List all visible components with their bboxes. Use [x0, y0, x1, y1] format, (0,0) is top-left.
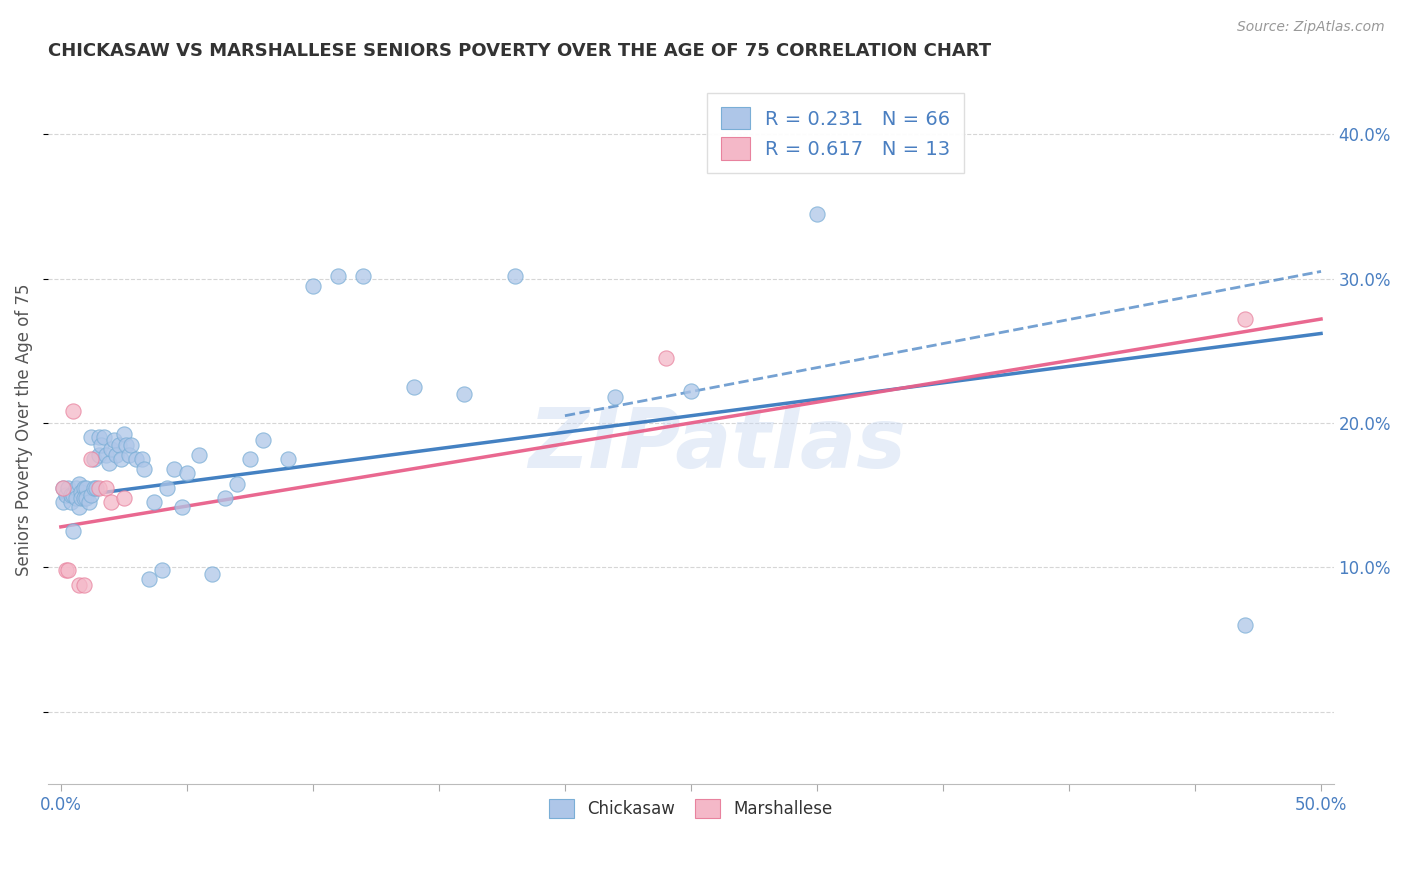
Point	[156, 481, 179, 495]
Point	[55, 488, 77, 502]
Point	[176, 467, 198, 481]
Point	[108, 437, 131, 451]
Point	[96, 448, 118, 462]
Legend: Chickasaw, Marshallese: Chickasaw, Marshallese	[543, 792, 839, 825]
Point	[163, 462, 186, 476]
Point	[170, 500, 193, 514]
Point	[55, 563, 77, 577]
Point	[96, 481, 118, 495]
Point	[65, 491, 87, 505]
Point	[679, 384, 702, 399]
Point	[67, 577, 90, 591]
Point	[110, 452, 132, 467]
Point	[70, 491, 93, 505]
Point	[87, 448, 110, 462]
Point	[115, 437, 138, 451]
Point	[112, 491, 135, 505]
Point	[503, 268, 526, 283]
Point	[138, 572, 160, 586]
Point	[72, 481, 94, 495]
Point	[80, 430, 103, 444]
Point	[77, 495, 100, 509]
Point	[62, 524, 84, 538]
Point	[70, 485, 93, 500]
Point	[252, 434, 274, 448]
Point	[125, 452, 148, 467]
Point	[453, 387, 475, 401]
Point	[605, 390, 627, 404]
Point	[806, 207, 828, 221]
Point	[80, 488, 103, 502]
Point	[120, 437, 142, 451]
Point	[131, 452, 153, 467]
Point	[58, 481, 80, 495]
Point	[132, 462, 155, 476]
Point	[105, 448, 128, 462]
Point	[62, 488, 84, 502]
Point	[59, 495, 82, 509]
Point	[100, 495, 122, 509]
Point	[143, 495, 166, 509]
Point	[67, 500, 90, 514]
Point	[59, 488, 82, 502]
Point	[326, 268, 349, 283]
Point	[214, 491, 236, 505]
Point	[97, 456, 120, 470]
Point	[1234, 618, 1257, 632]
Point	[402, 380, 425, 394]
Point	[80, 452, 103, 467]
Point	[103, 434, 125, 448]
Point	[226, 476, 249, 491]
Text: CHICKASAW VS MARSHALLESE SENIORS POVERTY OVER THE AGE OF 75 CORRELATION CHART: CHICKASAW VS MARSHALLESE SENIORS POVERTY…	[48, 42, 991, 60]
Point	[112, 427, 135, 442]
Point	[83, 481, 105, 495]
Point	[239, 452, 262, 467]
Point	[188, 448, 211, 462]
Point	[201, 567, 224, 582]
Point	[118, 448, 141, 462]
Point	[83, 452, 105, 467]
Point	[67, 476, 90, 491]
Point	[52, 495, 75, 509]
Point	[72, 577, 94, 591]
Point	[52, 481, 75, 495]
Point	[352, 268, 374, 283]
Point	[75, 491, 97, 505]
Point	[302, 278, 325, 293]
Point	[75, 481, 97, 495]
Point	[655, 351, 678, 365]
Point	[62, 404, 84, 418]
Point	[93, 430, 115, 444]
Y-axis label: Seniors Poverty Over the Age of 75: Seniors Poverty Over the Age of 75	[15, 284, 32, 576]
Point	[90, 437, 112, 451]
Point	[1234, 312, 1257, 326]
Point	[52, 481, 75, 495]
Point	[277, 452, 299, 467]
Point	[72, 491, 94, 505]
Point	[65, 481, 87, 495]
Point	[58, 563, 80, 577]
Point	[84, 481, 107, 495]
Point	[87, 481, 110, 495]
Text: ZIPatlas: ZIPatlas	[527, 404, 905, 485]
Point	[150, 563, 173, 577]
Text: Source: ZipAtlas.com: Source: ZipAtlas.com	[1237, 20, 1385, 34]
Point	[100, 442, 122, 456]
Point	[87, 430, 110, 444]
